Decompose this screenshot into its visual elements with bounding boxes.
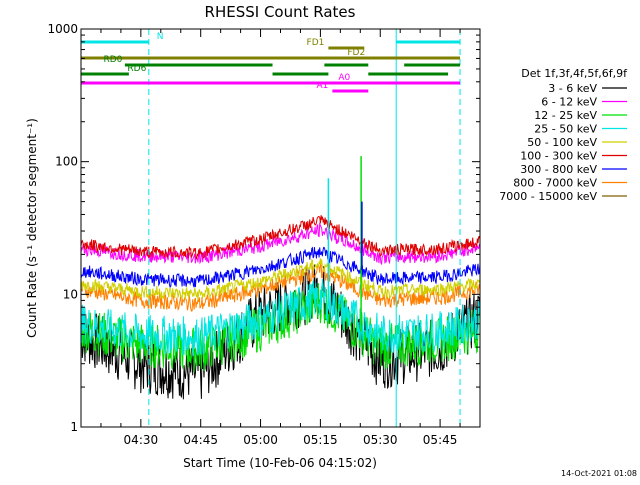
y-tick-label: 10 bbox=[63, 287, 78, 301]
legend-label: 800 - 7000 keV bbox=[513, 177, 597, 190]
legend-label: 3 - 6 keV bbox=[548, 82, 597, 95]
x-tick-label: 05:15 bbox=[303, 433, 338, 447]
x-tick-label: 04:45 bbox=[183, 433, 218, 447]
series-line-100-300-kev bbox=[80, 215, 481, 260]
legend-label: 12 - 25 keV bbox=[534, 109, 597, 122]
legend-label: 50 - 100 keV bbox=[527, 136, 597, 149]
x-tick-label: 05:45 bbox=[423, 433, 458, 447]
series-line-300-800-kev bbox=[80, 246, 481, 288]
legend-label: 300 - 800 keV bbox=[520, 163, 597, 176]
series-line-6-12-kev bbox=[80, 221, 481, 266]
footer-date: 14-Oct-2021 01:08 bbox=[561, 469, 637, 478]
axis-ticks: 04:30 04:45 05:00 05:15 05:30 05:45 1 10 100 1000 bbox=[47, 22, 480, 447]
legend-title: Det 1f,3f,4f,5f,6f,9f bbox=[521, 67, 628, 80]
legend-label: 7000 - 15000 keV bbox=[499, 190, 597, 203]
data-traces bbox=[80, 156, 481, 400]
x-tick-label: 05:30 bbox=[363, 433, 398, 447]
legend-label: 6 - 12 keV bbox=[541, 96, 597, 109]
flag-label-a1: A1 bbox=[316, 81, 328, 91]
x-axis-label: Start Time (10-Feb-06 04:15:02) bbox=[183, 456, 377, 470]
series-line-800-7000-kev bbox=[80, 262, 481, 312]
series-line-25-50-kev bbox=[80, 278, 481, 356]
flag-label-rd0: RD0 bbox=[103, 55, 122, 65]
flag-bars: N FD1 FD2 RD0 RD6 A0 A1 bbox=[81, 32, 461, 93]
flag-label-n: N bbox=[157, 32, 164, 42]
y-axis-label: Count Rate (s⁻¹ detector segment⁻¹) bbox=[25, 118, 39, 338]
legend-label: 25 - 50 keV bbox=[534, 123, 597, 136]
x-tick-label: 04:30 bbox=[124, 433, 159, 447]
series-line-50-100-kev bbox=[80, 258, 481, 301]
chart-title: RHESSI Count Rates bbox=[205, 3, 356, 21]
flag-label-fd2: FD2 bbox=[347, 48, 365, 58]
y-tick-label: 1 bbox=[70, 420, 78, 434]
flag-label-rd6: RD6 bbox=[127, 64, 146, 74]
legend-label: 100 - 300 keV bbox=[520, 150, 597, 163]
y-tick-label: 1000 bbox=[47, 22, 78, 36]
flag-label-fd1: FD1 bbox=[307, 38, 325, 48]
flag-label-a0: A0 bbox=[338, 73, 350, 83]
x-tick-label: 05:00 bbox=[243, 433, 278, 447]
y-tick-label: 100 bbox=[55, 155, 78, 169]
